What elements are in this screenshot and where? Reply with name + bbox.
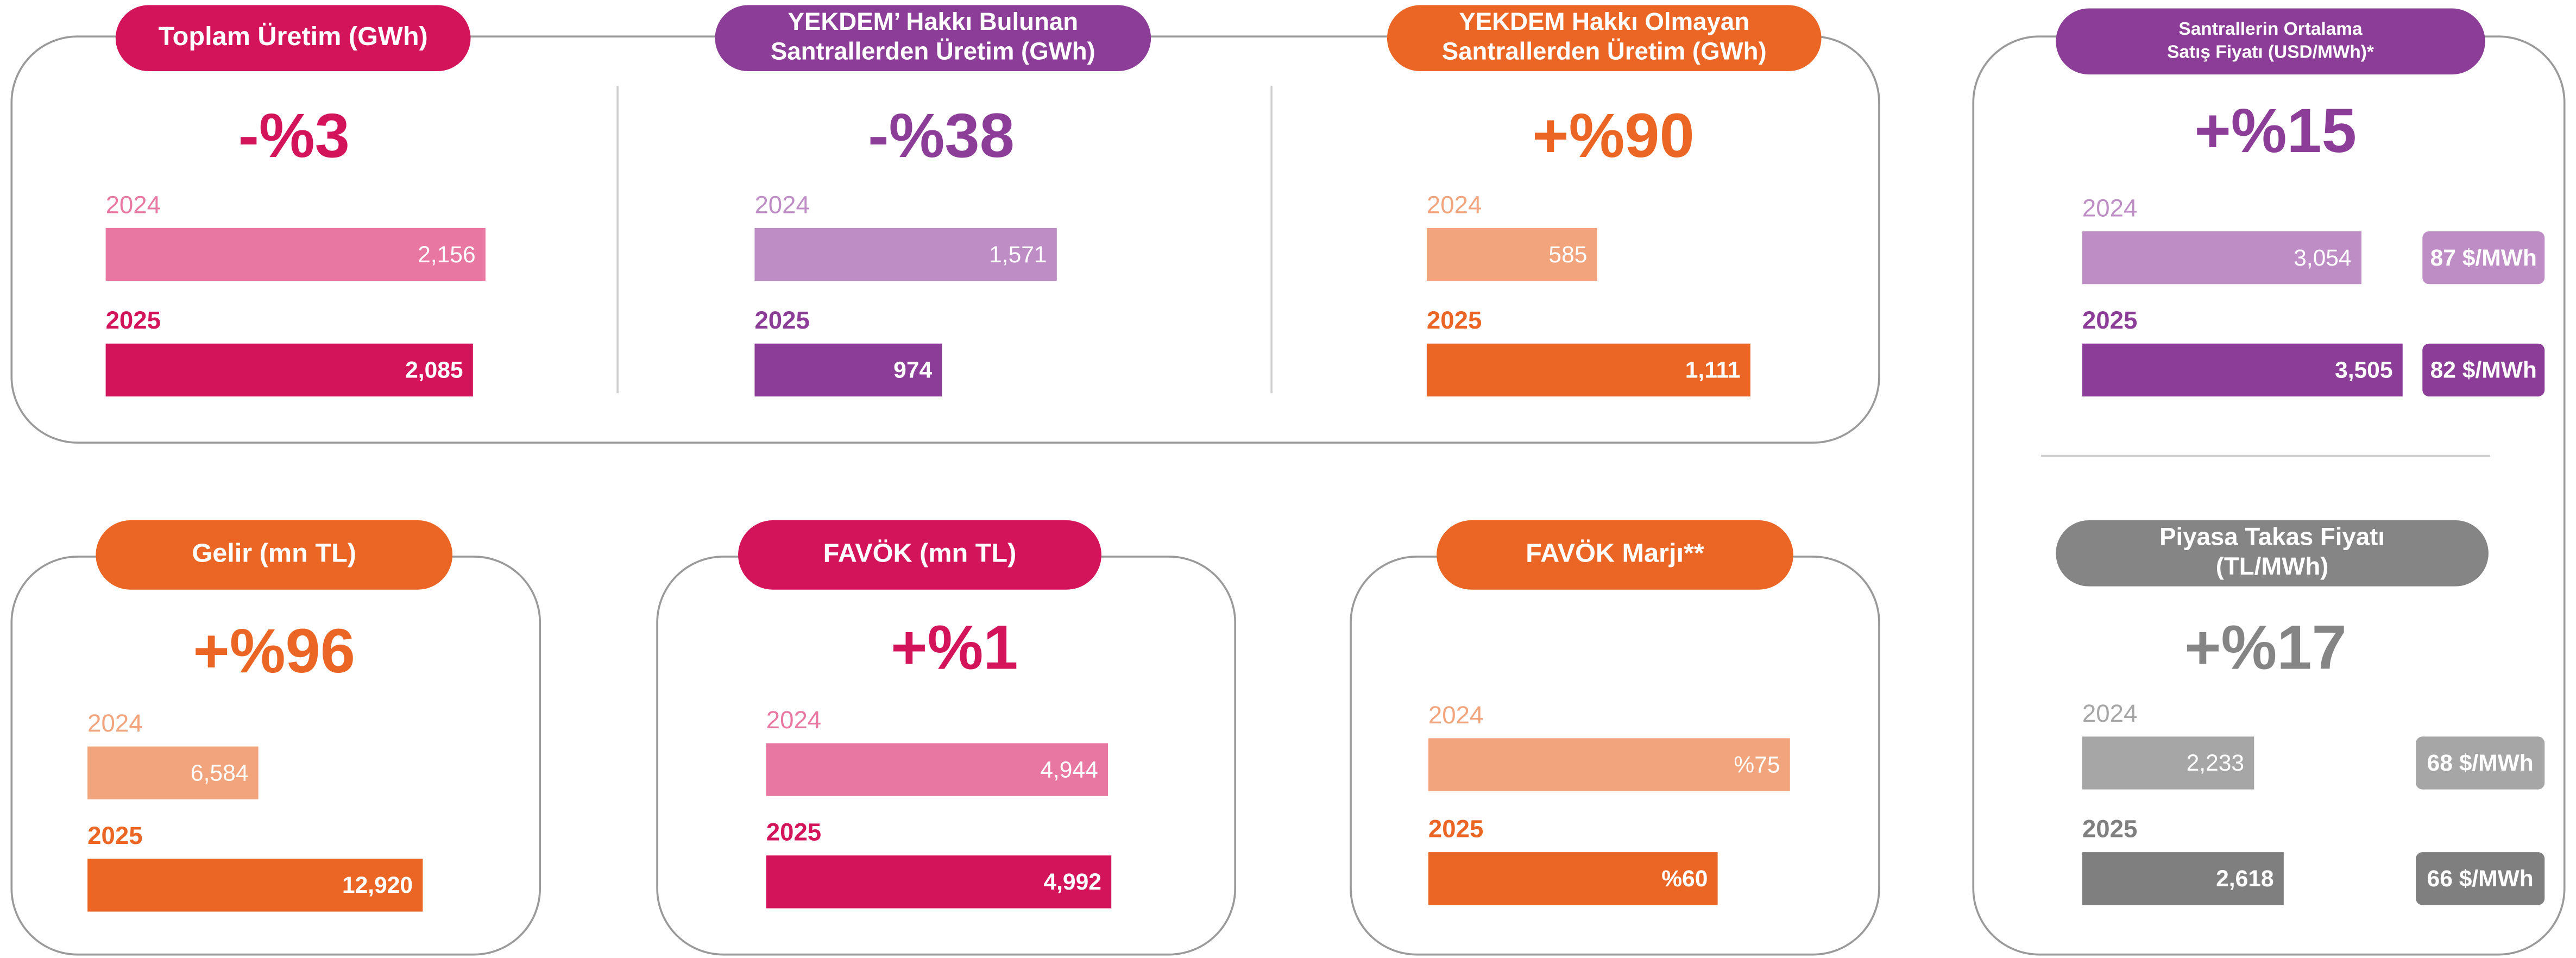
title-pill [738,520,1101,590]
unit-badge [2416,736,2545,790]
value-label: 12,920 [342,872,413,898]
title-pill [96,520,453,590]
category-label: 2024 [754,191,809,218]
change-label: -%38 [868,100,1015,171]
value-label: 3,054 [2294,245,2351,271]
bar [1428,852,1718,905]
panel-title: Satış Fiyatı (USD/MWh)* [2167,42,2374,62]
title-pill [2056,520,2489,587]
value-label: 4,944 [1040,757,1098,783]
bar [105,228,486,281]
category-label: 2025 [766,818,821,846]
value-label: 2,085 [405,357,463,383]
bar [2082,736,2254,790]
unit-badge [2422,231,2545,285]
bar [766,743,1109,796]
bar [2082,343,2403,396]
bar [2082,231,2361,285]
change-label: +%90 [1532,100,1695,171]
bar [87,746,259,799]
panel-title: YEKDEM Hakkı Olmayan [1459,8,1749,35]
category-label: 2025 [754,306,809,334]
panel-title: Toplam Üretim (GWh) [159,22,428,51]
category-label: 2024 [1428,701,1483,729]
panel-title: Piyasa Takas Fiyatı [2159,523,2385,551]
bar [1426,228,1597,281]
unit-label: 87 $/MWh [2430,245,2537,271]
bar [766,855,1112,909]
bar [2082,852,2284,905]
panel-title: Gelir (mn TL) [192,539,356,568]
title-pill [715,5,1151,72]
value-label: 1,111 [1685,357,1741,383]
category-label: 2024 [2082,194,2137,222]
category-label: 2025 [106,306,161,334]
change-label: +%17 [2184,613,2347,683]
value-label: %75 [1734,752,1780,778]
bar [87,859,423,912]
change-label: +%96 [193,616,355,686]
unit-label: 82 $/MWh [2430,357,2537,383]
category-label: 2024 [106,191,161,218]
change-label: +%1 [891,613,1018,683]
category-label: 2024 [766,706,821,734]
unit-badge [2416,852,2545,905]
category-label: 2024 [87,709,142,737]
panel-title: FAVÖK (mn TL) [823,539,1017,568]
title-pill [115,5,471,72]
bar [754,343,942,396]
category-label: 2025 [2082,306,2137,334]
change-label: -%3 [238,100,349,171]
frames [10,35,2566,956]
category-label: 2025 [2082,815,2137,843]
unit-label: 66 $/MWh [2427,866,2534,892]
value-label: 974 [893,357,932,383]
category-label: 2025 [1428,815,1483,843]
panel-title: Santrallerden Üretim (GWh) [771,37,1095,65]
bar [105,343,473,396]
value-label: 4,992 [1043,869,1101,895]
value-label: 1,571 [989,242,1047,268]
title-pill [1437,520,1793,590]
value-label: 6,584 [191,760,248,786]
panel-title: Santrallerden Üretim (GWh) [1442,37,1767,65]
category-label: 2024 [2082,699,2137,727]
category-label: 2024 [1427,191,1482,218]
category-label: 2025 [1427,306,1482,334]
category-label: 2025 [87,822,142,849]
value-label: 2,618 [2216,866,2273,892]
panel-title: FAVÖK Marjı** [1526,539,1704,568]
panel-title: Santrallerin Ortalama [2178,19,2363,39]
value-label: 3,505 [2335,357,2392,383]
unit-label: 68 $/MWh [2427,750,2534,776]
bar [754,228,1057,281]
unit-badge [2422,343,2545,396]
value-label: 2,233 [2187,750,2244,776]
frame [1972,35,2566,956]
bar [1426,343,1750,396]
value-label: 585 [1548,242,1587,268]
bar [1428,738,1790,791]
value-label: 2,156 [418,242,475,268]
title-pill [1387,5,1822,72]
panel-title: YEKDEM’ Hakkı Bulunan [788,8,1079,35]
panel-title: (TL/MWh) [2216,552,2329,580]
change-label: +%15 [2194,96,2357,166]
value-label: %60 [1661,866,1708,892]
title-pill [2056,8,2485,75]
